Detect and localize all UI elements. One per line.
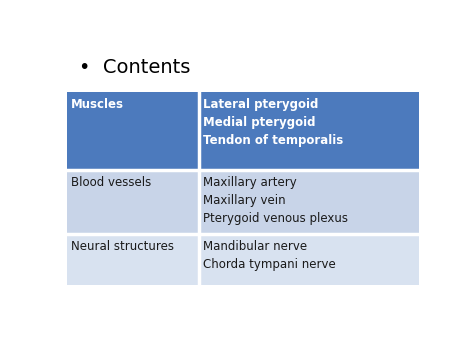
Text: •  Contents: • Contents bbox=[80, 58, 191, 77]
Bar bbox=[66, 170, 199, 234]
Text: Blood vessels: Blood vessels bbox=[71, 176, 151, 189]
Text: Lateral pterygoid
Medial pterygoid
Tendon of temporalis: Lateral pterygoid Medial pterygoid Tendo… bbox=[203, 98, 344, 147]
Bar bbox=[66, 234, 199, 284]
Bar bbox=[199, 92, 419, 170]
Text: Neural structures: Neural structures bbox=[71, 240, 174, 253]
Text: Muscles: Muscles bbox=[71, 98, 124, 111]
Bar bbox=[66, 92, 199, 170]
Bar bbox=[199, 170, 419, 234]
Text: Mandibular nerve
Chorda tympani nerve: Mandibular nerve Chorda tympani nerve bbox=[203, 240, 336, 271]
Bar bbox=[199, 234, 419, 284]
Text: Maxillary artery
Maxillary vein
Pterygoid venous plexus: Maxillary artery Maxillary vein Pterygoi… bbox=[203, 176, 348, 225]
